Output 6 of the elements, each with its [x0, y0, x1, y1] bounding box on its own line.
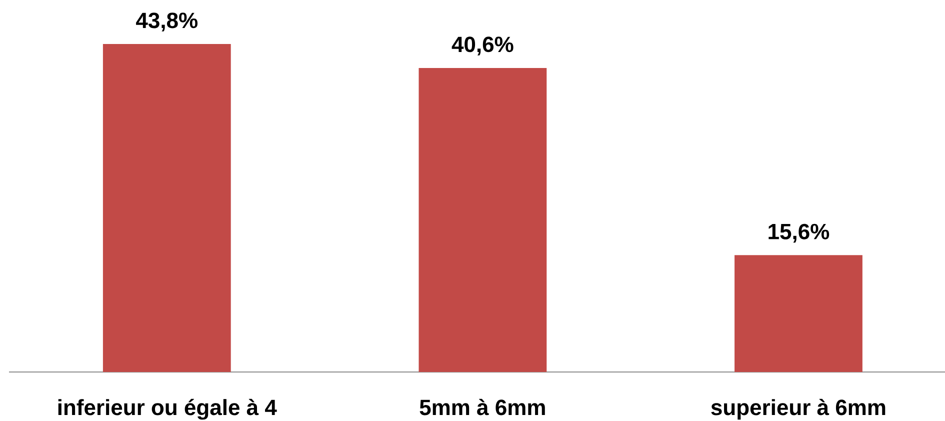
data-label: 40,6% — [452, 36, 514, 56]
x-tick-label: superieur à 6mm — [711, 398, 886, 420]
data-label: 15,6% — [768, 224, 830, 243]
x-tick-label: inferieur ou égale à 4 — [58, 398, 277, 420]
data-label: 43,8% — [136, 12, 198, 32]
x-tick-label: 5mm à 6mm — [420, 398, 545, 416]
